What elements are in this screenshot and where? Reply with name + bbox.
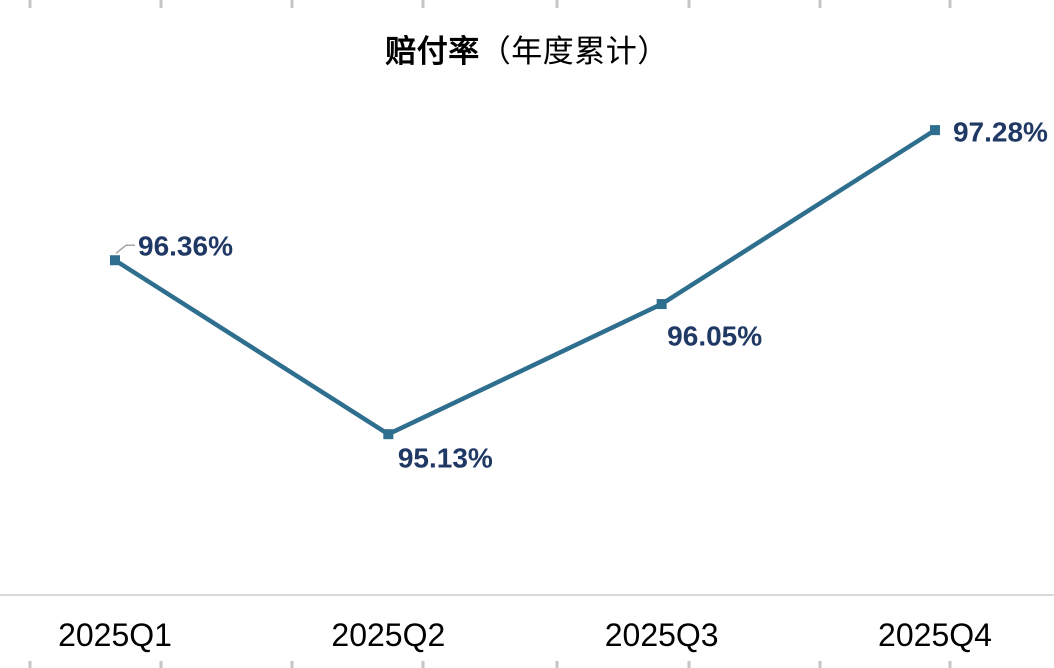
data-point-marker (656, 299, 667, 310)
chart-title-main: 赔付率 (385, 34, 480, 69)
chart-title: 赔付率（年度累计） (0, 26, 1054, 71)
bottom-edge-tick (818, 661, 822, 668)
data-label: 95.13% (398, 443, 493, 474)
data-point-marker (929, 125, 940, 136)
data-label: 96.05% (667, 321, 762, 352)
data-point-marker (110, 255, 120, 266)
bottom-edge-tick (159, 661, 163, 668)
bottom-edge-tick (687, 661, 691, 668)
bottom-edge-tick (948, 661, 952, 668)
x-axis-label: 2025Q1 (58, 617, 172, 653)
top-edge-tick (290, 0, 294, 8)
data-point-marker (383, 429, 394, 440)
data-label-leader-line (115, 244, 135, 254)
x-axis-label: 2025Q4 (878, 617, 992, 653)
top-edge-tick (421, 0, 425, 8)
series-line (113, 128, 937, 437)
x-axis-label: 2025Q2 (331, 617, 445, 653)
top-edge-tick (818, 0, 822, 8)
x-axis-label: 2025Q3 (605, 617, 719, 653)
top-edge-tick (555, 0, 559, 8)
bottom-edge-tick (28, 661, 32, 668)
data-label: 97.28% (953, 117, 1048, 148)
top-edge-tick (28, 0, 32, 8)
data-label: 96.36% (138, 231, 233, 262)
top-edge-tick (948, 0, 952, 8)
top-edge-tick (159, 0, 163, 8)
top-edge-tick (687, 0, 691, 8)
bottom-edge-tick (555, 661, 559, 668)
chart-title-sub: （年度累计） (479, 34, 669, 69)
bottom-edge-tick (421, 661, 425, 668)
bottom-edge-tick (290, 661, 294, 668)
